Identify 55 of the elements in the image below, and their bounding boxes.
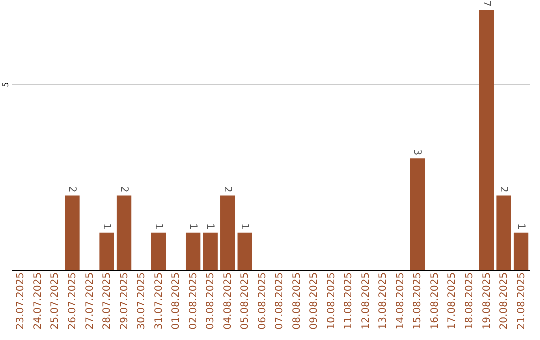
bar	[220, 196, 236, 270]
bar	[151, 232, 166, 270]
bar	[238, 232, 252, 270]
bar	[203, 232, 218, 270]
x-tick-label: 10.08.2025	[326, 272, 338, 330]
data-label: 1	[239, 223, 250, 230]
data-label: 2	[118, 186, 130, 193]
x-tick-label: 03.08.2025	[206, 272, 217, 330]
x-tick-label: 23.07.2025	[16, 272, 27, 330]
x-tick-label: 08.08.2025	[292, 272, 303, 330]
bar	[479, 10, 494, 270]
x-tick-label: 13.08.2025	[378, 272, 390, 330]
x-tick-label: 12.08.2025	[360, 272, 372, 330]
bar	[100, 232, 114, 270]
bar	[116, 196, 132, 270]
bar	[65, 196, 80, 270]
x-tick-label: 19.08.2025	[482, 272, 493, 330]
x-tick-label: 28.07.2025	[102, 272, 114, 330]
x-tick-label: 20.08.2025	[499, 272, 510, 330]
x-tick-label: 04.08.2025	[222, 272, 234, 330]
x-tick-label: 21.08.2025	[516, 272, 528, 330]
x-tick-label: 16.08.2025	[430, 272, 441, 330]
x-tick-label: 11.08.2025	[344, 272, 355, 330]
x-tick-label: 27.07.2025	[84, 272, 96, 330]
data-label: 1	[101, 223, 112, 230]
x-tick-label: 25.07.2025	[50, 272, 62, 330]
y-tick-label: 5	[2, 82, 10, 88]
data-label: 1	[515, 223, 526, 230]
x-tick-label: 06.08.2025	[257, 272, 268, 330]
x-tick-label: 24.07.2025	[32, 272, 44, 330]
data-label: 1	[204, 223, 216, 230]
bar	[186, 232, 201, 270]
x-tick-label: 17.08.2025	[447, 272, 458, 330]
x-tick-label: 02.08.2025	[188, 272, 200, 330]
x-tick-label: 07.08.2025	[274, 272, 286, 330]
x-tick-label: 01.08.2025	[171, 272, 182, 330]
x-tick-label: 29.07.2025	[119, 272, 130, 330]
x-tick-label: 31.07.2025	[154, 272, 165, 330]
data-label: 2	[222, 186, 233, 193]
x-tick-label: 14.08.2025	[395, 272, 406, 330]
data-label: 1	[152, 223, 164, 230]
bar	[514, 232, 529, 270]
x-tick-label: 26.07.2025	[68, 272, 78, 330]
data-label: 7	[480, 0, 492, 7]
bar	[410, 158, 426, 270]
data-label: 2	[498, 186, 510, 193]
x-tick-label: 18.08.2025	[464, 272, 476, 330]
data-label: 3	[412, 149, 423, 156]
x-tick-label: 05.08.2025	[240, 272, 252, 330]
bar	[496, 196, 512, 270]
data-label: 2	[66, 186, 78, 193]
x-tick-label: 09.08.2025	[309, 272, 320, 330]
data-label: 1	[187, 223, 198, 230]
x-tick-label: 30.07.2025	[136, 272, 148, 330]
x-tick-label: 15.08.2025	[412, 272, 424, 330]
